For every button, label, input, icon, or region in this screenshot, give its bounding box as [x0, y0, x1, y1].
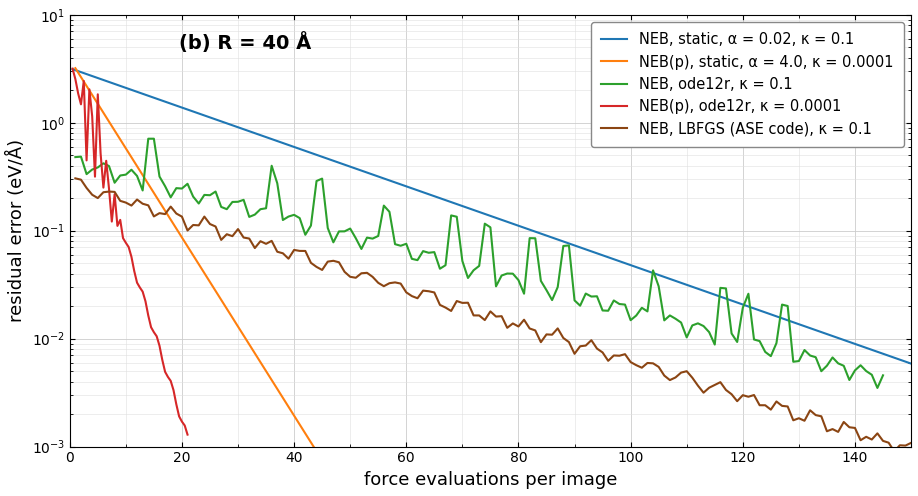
NEB, LBFGS (ASE code), κ = 0.1: [401, 289, 412, 295]
NEB(p), static, α = 4.0, κ = 0.0001: [172, 228, 183, 234]
NEB(p), ode12r, κ = 0.0001: [160, 369, 171, 375]
NEB, ode12r, κ = 0.1: [878, 372, 889, 378]
Y-axis label: residual error (eV/Å): residual error (eV/Å): [7, 139, 26, 322]
NEB(p), ode12r, κ = 0.0001: [179, 423, 190, 429]
NEB, static, α = 0.02, κ = 0.1: [67, 66, 78, 72]
NEB(p), ode12r, κ = 0.0001: [118, 235, 129, 241]
NEB(p), ode12r, κ = 0.0001: [182, 432, 193, 437]
NEB, static, α = 0.02, κ = 0.1: [216, 118, 227, 124]
NEB(p), ode12r, κ = 0.0001: [95, 150, 106, 156]
NEB(p), ode12r, κ = 0.0001: [123, 244, 134, 250]
NEB, static, α = 0.02, κ = 0.1: [283, 142, 294, 148]
NEB(p), ode12r, κ = 0.0001: [134, 285, 145, 291]
NEB, LBFGS (ASE code), κ = 0.1: [541, 331, 552, 337]
NEB(p), static, α = 4.0, κ = 0.0001: [256, 361, 267, 367]
Line: NEB(p), ode12r, κ = 0.0001: NEB(p), ode12r, κ = 0.0001: [73, 68, 187, 434]
NEB, static, α = 0.02, κ = 0.1: [561, 240, 572, 246]
NEB(p), static, α = 4.0, κ = 0.0001: [154, 199, 165, 205]
NEB, static, α = 0.02, κ = 0.1: [699, 288, 710, 294]
NEB(p), ode12r, κ = 0.0001: [73, 90, 84, 96]
NEB, LBFGS (ASE code), κ = 0.1: [760, 402, 771, 408]
NEB(p), ode12r, κ = 0.0001: [137, 289, 148, 295]
Line: NEB, static, α = 0.02, κ = 0.1: NEB, static, α = 0.02, κ = 0.1: [73, 69, 911, 364]
NEB, ode12r, κ = 0.1: [827, 355, 838, 361]
NEB, LBFGS (ASE code), κ = 0.1: [889, 448, 900, 454]
NEB(p), ode12r, κ = 0.0001: [168, 387, 179, 393]
NEB(p), ode12r, κ = 0.0001: [171, 401, 182, 407]
NEB(p), static, α = 4.0, κ = 0.0001: [328, 475, 339, 481]
X-axis label: force evaluations per image: force evaluations per image: [364, 471, 617, 489]
NEB, ode12r, κ = 0.1: [710, 342, 721, 348]
Line: NEB, LBFGS (ASE code), κ = 0.1: NEB, LBFGS (ASE code), κ = 0.1: [75, 179, 911, 451]
NEB(p), ode12r, κ = 0.0001: [157, 357, 168, 363]
Line: NEB(p), static, α = 4.0, κ = 0.0001: NEB(p), static, α = 4.0, κ = 0.0001: [75, 68, 333, 478]
NEB(p), ode12r, κ = 0.0001: [70, 76, 81, 82]
NEB, ode12r, κ = 0.1: [687, 322, 698, 328]
NEB, static, α = 0.02, κ = 0.1: [905, 361, 916, 367]
NEB(p), ode12r, κ = 0.0001: [109, 191, 120, 197]
NEB, LBFGS (ASE code), κ = 0.1: [70, 176, 81, 182]
NEB(p), ode12r, κ = 0.0001: [131, 280, 142, 286]
NEB, LBFGS (ASE code), κ = 0.1: [508, 320, 519, 326]
NEB(p), ode12r, κ = 0.0001: [98, 185, 109, 190]
NEB, static, α = 0.02, κ = 0.1: [446, 199, 457, 205]
NEB(p), ode12r, κ = 0.0001: [176, 419, 187, 425]
NEB(p), ode12r, κ = 0.0001: [112, 223, 123, 229]
NEB(p), ode12r, κ = 0.0001: [78, 78, 89, 84]
NEB(p), static, α = 4.0, κ = 0.0001: [101, 115, 112, 121]
NEB(p), ode12r, κ = 0.0001: [162, 374, 174, 380]
NEB(p), ode12r, κ = 0.0001: [126, 254, 137, 260]
NEB, ode12r, κ = 0.1: [109, 180, 120, 186]
NEB(p), ode12r, κ = 0.0001: [140, 298, 151, 304]
NEB(p), ode12r, κ = 0.0001: [143, 312, 154, 318]
NEB, LBFGS (ASE code), κ = 0.1: [905, 440, 916, 446]
NEB(p), ode12r, κ = 0.0001: [120, 240, 131, 246]
NEB(p), ode12r, κ = 0.0001: [67, 65, 78, 71]
NEB(p), ode12r, κ = 0.0001: [89, 174, 100, 180]
NEB, ode12r, κ = 0.1: [75, 154, 86, 160]
NEB(p), ode12r, κ = 0.0001: [151, 333, 162, 339]
NEB(p), ode12r, κ = 0.0001: [146, 324, 157, 330]
NEB, ode12r, κ = 0.1: [541, 287, 552, 293]
NEB, static, α = 0.02, κ = 0.1: [627, 263, 638, 269]
NEB(p), ode12r, κ = 0.0001: [84, 86, 95, 92]
NEB(p), ode12r, κ = 0.0001: [93, 91, 104, 97]
NEB, LBFGS (ASE code), κ = 0.1: [647, 361, 658, 367]
NEB, ode12r, κ = 0.1: [149, 136, 160, 142]
NEB(p), ode12r, κ = 0.0001: [154, 343, 165, 349]
NEB(p), ode12r, κ = 0.0001: [106, 219, 118, 225]
NEB(p), ode12r, κ = 0.0001: [81, 157, 92, 163]
NEB, LBFGS (ASE code), κ = 0.1: [344, 274, 355, 280]
NEB(p), ode12r, κ = 0.0001: [115, 217, 126, 223]
NEB(p), ode12r, κ = 0.0001: [104, 186, 115, 191]
NEB(p), static, α = 4.0, κ = 0.0001: [232, 323, 243, 329]
NEB(p), ode12r, κ = 0.0001: [75, 101, 86, 107]
Line: NEB, ode12r, κ = 0.1: NEB, ode12r, κ = 0.1: [75, 139, 883, 388]
NEB, ode12r, κ = 0.1: [70, 154, 81, 160]
NEB(p), ode12r, κ = 0.0001: [165, 378, 176, 384]
NEB(p), ode12r, κ = 0.0001: [174, 413, 185, 419]
NEB(p), ode12r, κ = 0.0001: [86, 113, 97, 119]
NEB(p), static, α = 4.0, κ = 0.0001: [257, 363, 268, 369]
NEB, ode12r, κ = 0.1: [872, 385, 883, 391]
NEB(p), ode12r, κ = 0.0001: [101, 158, 112, 164]
Legend: NEB, static, α = 0.02, κ = 0.1, NEB(p), static, α = 4.0, κ = 0.0001, NEB, ode12r: NEB, static, α = 0.02, κ = 0.1, NEB(p), …: [591, 22, 903, 147]
NEB(p), static, α = 4.0, κ = 0.0001: [70, 65, 81, 71]
NEB(p), ode12r, κ = 0.0001: [149, 329, 160, 335]
NEB(p), ode12r, κ = 0.0001: [129, 268, 140, 274]
Text: (b) R = 40 Å: (b) R = 40 Å: [179, 32, 311, 53]
